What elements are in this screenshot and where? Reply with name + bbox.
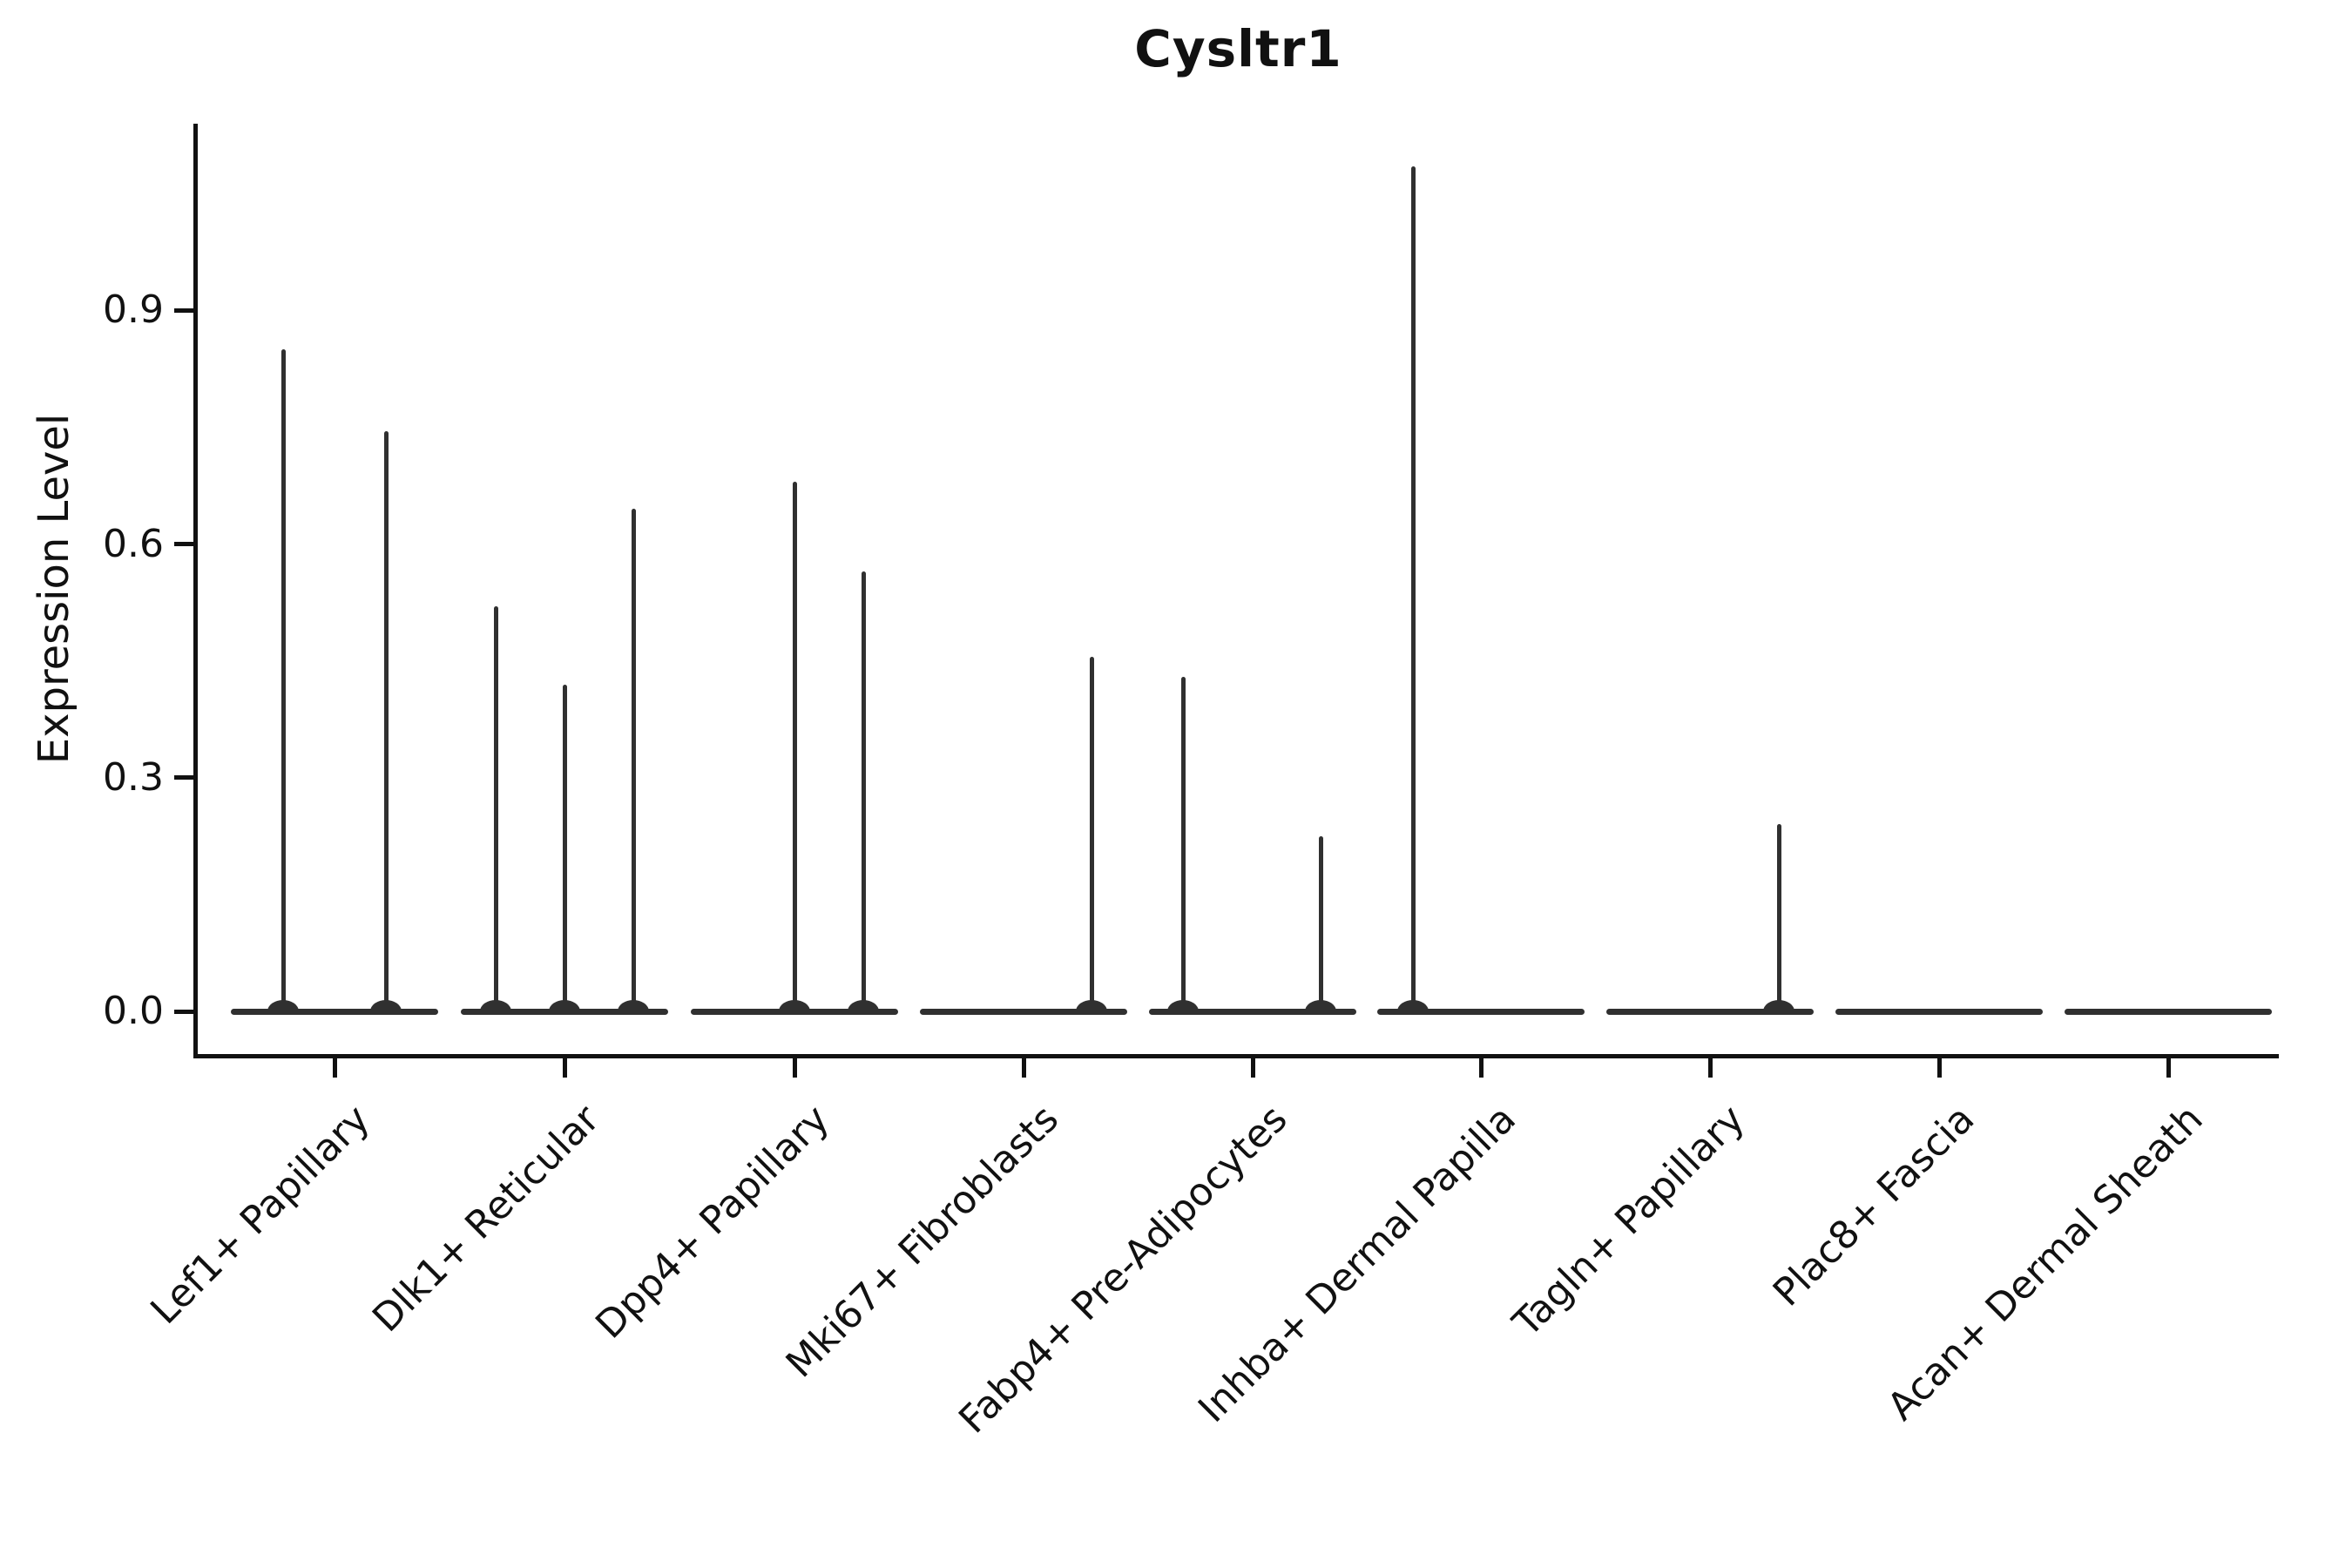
violin-base	[2065, 1008, 2272, 1015]
violin-spike	[1180, 676, 1186, 1014]
x-tick-label: Dlk1+ Reticular	[364, 1097, 609, 1341]
violin-spike	[562, 684, 567, 1014]
y-tick-label: 0.6	[103, 521, 164, 566]
y-tick	[174, 1009, 193, 1014]
y-tick	[174, 542, 193, 547]
x-tick	[1021, 1058, 1026, 1078]
violin-base	[920, 1008, 1127, 1015]
x-tick-label: Lef1+ Papillary	[141, 1097, 379, 1334]
chart-title: Cysltr1	[1134, 19, 1342, 78]
x-tick	[1478, 1058, 1484, 1078]
violin-spike	[1089, 657, 1094, 1014]
x-tick	[1250, 1058, 1255, 1078]
violin-base	[231, 1008, 438, 1015]
violin-spike	[1318, 835, 1323, 1014]
violin-spike	[280, 349, 286, 1014]
violin-spike	[1776, 824, 1781, 1014]
x-tick-label: Tagln+ Papillary	[1504, 1097, 1754, 1346]
y-axis-spine	[193, 124, 198, 1058]
y-tick-label: 0.3	[103, 754, 164, 800]
x-axis-spine	[193, 1054, 2279, 1058]
violin-spike	[861, 571, 866, 1014]
x-tick-label: Plac8+ Fascia	[1764, 1097, 1984, 1315]
y-tick	[174, 308, 193, 313]
violin-base	[1377, 1008, 1585, 1015]
x-tick	[1936, 1058, 1942, 1078]
x-tick	[562, 1058, 567, 1078]
violin-spike	[1410, 166, 1416, 1014]
x-tick	[332, 1058, 337, 1078]
y-tick	[174, 775, 193, 781]
y-axis-label: Expression Level	[30, 413, 78, 765]
x-tick	[2166, 1058, 2171, 1078]
violin-spike	[493, 606, 498, 1014]
violin-spike	[383, 430, 389, 1014]
y-tick-label: 0.0	[103, 989, 164, 1033]
violin-base	[1149, 1008, 1356, 1015]
x-tick	[792, 1058, 797, 1078]
violin-base	[1835, 1008, 2043, 1015]
x-tick-label: Dpp4+ Papillary	[587, 1097, 839, 1348]
x-tick	[1707, 1058, 1713, 1078]
violin-base	[1606, 1008, 1814, 1015]
y-tick-label: 0.9	[103, 287, 164, 333]
violin-spike	[631, 509, 636, 1014]
violin-spike	[792, 482, 797, 1014]
